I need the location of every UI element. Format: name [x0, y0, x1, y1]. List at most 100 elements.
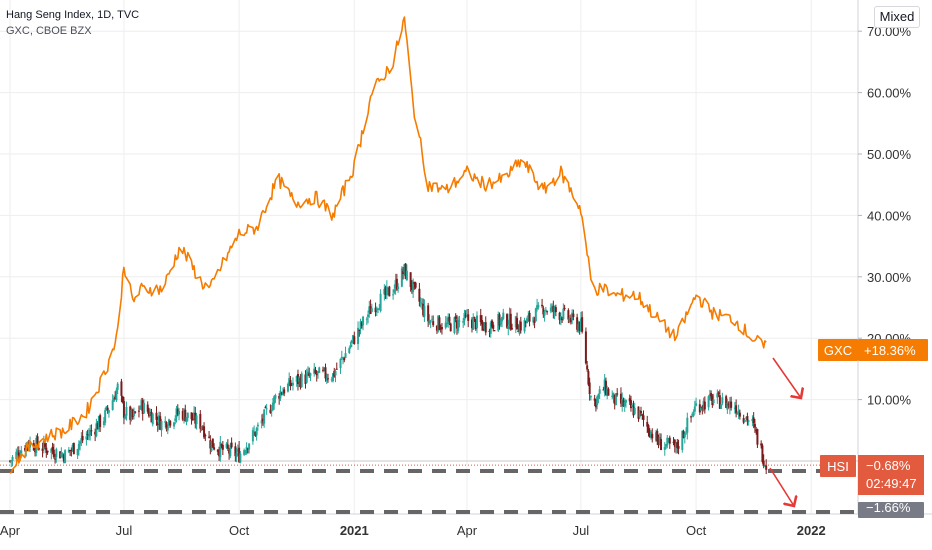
hsi-candle-body	[422, 303, 425, 316]
hsi-candle-body	[579, 318, 582, 332]
hsi-candle-body	[657, 439, 660, 445]
hsi-candle-body	[703, 401, 706, 410]
hsi-candle-body	[324, 367, 327, 379]
hsi-candle-body	[499, 319, 502, 325]
hsi-candle-body	[115, 389, 118, 401]
hsi-candle-body	[358, 329, 361, 331]
hsi-candle-body	[753, 423, 756, 428]
legend-compare-symbol[interactable]: GXC, CBOE BZX	[6, 25, 92, 37]
hsi-candle-body	[430, 319, 433, 321]
hsi-candle-body	[264, 407, 267, 409]
hsi-candle-body	[423, 305, 426, 317]
hsi-candle-body	[208, 436, 211, 438]
hsi-candle-body	[584, 331, 587, 364]
hsi-candle-body	[489, 322, 492, 334]
price-axis[interactable]: 10.00%20.00%30.00%40.00%50.00%60.00%70.0…	[858, 24, 912, 408]
hsi-candle-body	[191, 418, 194, 421]
hsi-candle-body	[589, 396, 592, 398]
hsi-candle-body	[352, 335, 355, 340]
hsi-candle-body	[131, 409, 134, 418]
hsi-candle-body	[173, 422, 176, 427]
hsi-candle-body	[597, 394, 600, 399]
hsi-candle-body	[385, 286, 388, 296]
hsi-candle-body	[226, 444, 229, 449]
hsi-candle-body	[244, 451, 247, 453]
hsi-candle-body	[383, 289, 386, 295]
hsi-candle-body	[534, 308, 537, 322]
gxc-symbol-badge-bg	[818, 339, 858, 361]
hsi-candle-body	[203, 426, 206, 438]
hsi-candle-body	[726, 402, 729, 410]
hsi-symbol-badge: HSI	[827, 459, 849, 474]
hsi-candle-body	[195, 415, 198, 425]
hsi-candle-body	[204, 435, 207, 437]
hsi-candle-body	[502, 312, 505, 319]
hsi-candle-body	[281, 391, 284, 396]
hsi-candle-body	[334, 371, 337, 376]
hsi-candle-body	[720, 404, 723, 409]
hsi-candle-body	[607, 388, 610, 396]
hsi-candle-body	[139, 408, 142, 410]
hsi-candle-body	[228, 449, 231, 454]
hsi-candle-body	[263, 409, 266, 424]
hsi-candle-body	[760, 443, 763, 446]
hsi-candle-body	[323, 367, 326, 370]
hsi-candle-body	[42, 440, 45, 450]
hsi-candle-body	[611, 395, 614, 397]
hsi-candle-body	[508, 313, 511, 325]
hsi-candle-body	[245, 446, 248, 454]
price-badges: GXC +18.36% HSI −0.68% 02:49:47 −1.66%	[818, 339, 928, 518]
hsi-candle-body	[107, 410, 110, 413]
time-axis[interactable]: Apr Jul Oct 2021 Apr Jul Oct 2022	[0, 523, 826, 538]
scale-mode-button[interactable]: Mixed	[874, 6, 920, 28]
hsi-candle-body	[692, 414, 695, 416]
hsi-candle-body	[36, 436, 39, 447]
hsi-candle-body	[405, 270, 408, 281]
hsi-candle-body	[124, 416, 127, 419]
hsi-candle-body	[568, 317, 571, 322]
hsi-candle-body	[261, 418, 264, 422]
hsi-candle-body	[474, 319, 477, 329]
hsi-candle-body	[603, 379, 606, 393]
hsi-candle-body	[458, 320, 461, 322]
hsi-candle-body	[501, 317, 504, 322]
hsi-candle-body	[327, 378, 330, 380]
time-tick-label: 2022	[797, 523, 826, 538]
hsi-candle-body	[184, 409, 187, 422]
hsi-down-arrow	[769, 467, 794, 506]
hsi-candle-body	[624, 400, 627, 403]
hsi-candle-body	[475, 315, 478, 329]
hsi-candle-body	[586, 365, 589, 370]
hsi-candle-body	[435, 325, 438, 331]
hsi-candle-body	[554, 307, 557, 313]
hsi-candle-body	[16, 450, 19, 454]
hsi-candle-body	[631, 404, 634, 408]
hsi-candle-body	[665, 444, 668, 447]
hsi-candle-body	[482, 323, 485, 331]
hsi-candle-body	[533, 319, 536, 323]
hsi-candle-body	[454, 316, 457, 319]
hsi-candle-body	[290, 383, 293, 385]
hsi-countdown-badge: 02:49:47	[866, 476, 917, 491]
hsi-candle-body	[24, 448, 27, 451]
gxc-line	[9, 16, 767, 474]
hsi-candle-body	[270, 410, 273, 412]
hsi-candle-body	[176, 409, 179, 415]
hsi-candle-body	[588, 382, 591, 394]
gxc-down-arrow	[772, 357, 801, 398]
hsi-candle-body	[221, 444, 224, 450]
price-tick-label: 40.00%	[867, 208, 912, 223]
hsi-candle-body	[467, 314, 470, 321]
hsi-candle-body	[438, 317, 441, 330]
hsi-candle-body	[269, 409, 272, 413]
hsi-candle-body	[342, 357, 345, 359]
hsi-candle-body	[621, 398, 624, 406]
hsi-candle-body	[185, 417, 188, 423]
hsi-candle-body	[702, 400, 705, 411]
hsi-candle-body	[199, 413, 202, 429]
hsi-candle-body	[375, 308, 378, 310]
hsi-candle-body	[598, 389, 601, 394]
legend-title[interactable]: Hang Seng Index, 1D, TVC	[6, 9, 140, 21]
hsi-candle-body	[69, 450, 72, 452]
